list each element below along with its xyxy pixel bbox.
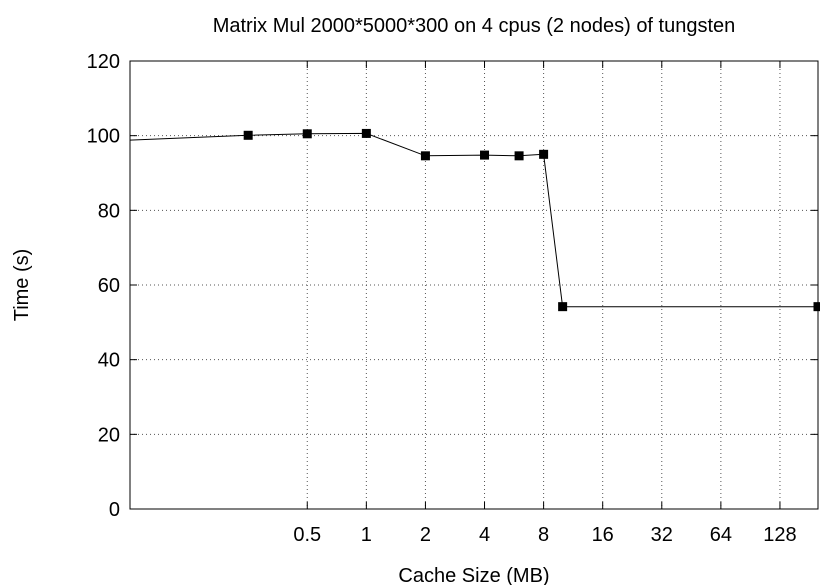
x-tick-label: 64 xyxy=(710,524,732,546)
x-tick-label: 32 xyxy=(651,524,673,546)
data-point xyxy=(813,302,820,312)
data-point xyxy=(539,149,549,159)
x-tick-label: 2 xyxy=(420,524,431,546)
data-point xyxy=(420,151,430,161)
y-axis-label: Time (s) xyxy=(11,249,33,322)
chart-title: Matrix Mul 2000*5000*300 on 4 cpus (2 no… xyxy=(213,15,736,37)
y-tick-label: 80 xyxy=(98,200,120,222)
x-tick-label: 4 xyxy=(479,524,490,546)
x-tick-label: 16 xyxy=(592,524,614,546)
y-tick-label: 0 xyxy=(109,499,120,521)
y-tick-labels: 0 20 40 60 80 100 120 xyxy=(87,51,120,521)
x-tick-label: 128 xyxy=(763,524,796,546)
x-tick-label: 0.5 xyxy=(293,524,321,546)
x-axis-label: Cache Size (MB) xyxy=(398,565,549,585)
series xyxy=(129,128,820,312)
y-tick-label: 60 xyxy=(98,275,120,297)
x-tick-labels: 0.5 1 2 4 8 16 32 64 128 xyxy=(293,524,796,546)
y-tick-label: 40 xyxy=(98,350,120,372)
x-tick-label: 1 xyxy=(361,524,372,546)
data-point xyxy=(480,150,490,160)
x-tick-label: 8 xyxy=(538,524,549,546)
data-point xyxy=(514,151,524,161)
data-point xyxy=(243,130,253,140)
y-tick-label: 20 xyxy=(98,424,120,446)
y-tick-label: 100 xyxy=(87,126,120,148)
y-tick-label: 120 xyxy=(87,51,120,73)
data-point xyxy=(302,129,312,139)
grid-lines xyxy=(130,61,818,509)
series-line xyxy=(129,132,818,308)
data-point xyxy=(558,302,568,312)
data-point xyxy=(361,128,371,138)
axis-ticks xyxy=(130,60,818,510)
